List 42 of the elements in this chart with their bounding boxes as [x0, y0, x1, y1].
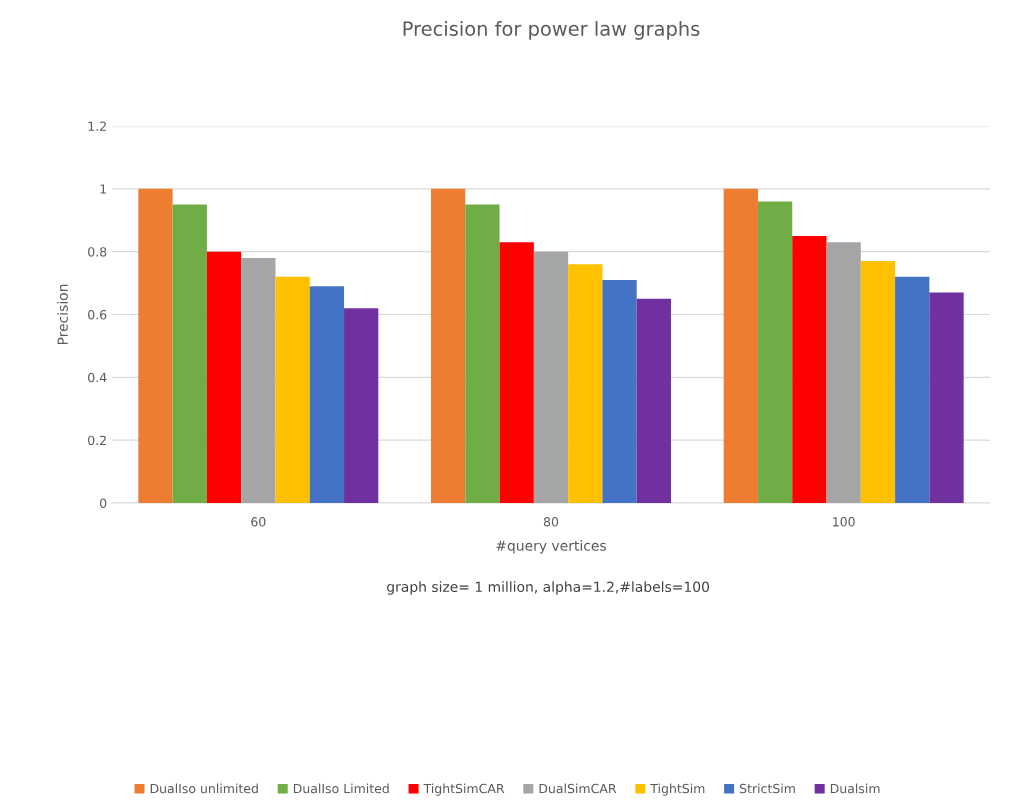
x-tick-label: 100	[833, 517, 855, 527]
bar	[792, 235, 827, 503]
y-axis-title: Precision	[57, 284, 68, 345]
legend-label: StrictSim	[739, 783, 795, 794]
y-tick-label: 0.8	[88, 247, 107, 257]
x-tick-label: 80	[543, 517, 559, 527]
bar	[895, 276, 930, 503]
bar	[723, 188, 758, 503]
bar	[206, 251, 242, 503]
bar	[929, 292, 964, 503]
bar	[275, 276, 310, 503]
y-tick-label: 0.2	[88, 435, 106, 446]
bar	[826, 242, 861, 503]
legend-label: DualIso unlimited	[150, 783, 258, 794]
chart-title: Precision for power law graphs	[403, 20, 700, 40]
bar	[309, 286, 345, 503]
bar	[172, 204, 207, 503]
bar	[860, 261, 896, 503]
y-tick-label: 1.2	[88, 121, 106, 131]
bar	[241, 257, 276, 503]
bar	[533, 251, 569, 503]
bar	[757, 201, 793, 503]
legend-label: DualIso Limited	[293, 783, 389, 794]
y-tick-label: 0	[100, 498, 107, 508]
bar	[465, 204, 500, 503]
bar	[138, 188, 173, 503]
text: graph size= 1 million, alpha=1.2,#labels=100	[387, 581, 709, 595]
legend-label: DualSimCAR	[539, 783, 617, 794]
bar	[499, 242, 534, 503]
legend-label: Dualsim	[830, 783, 880, 794]
bar	[344, 308, 379, 503]
x-axis-title: #query vertices	[496, 540, 606, 554]
bar	[602, 279, 637, 503]
bar	[636, 298, 671, 503]
legend-label: TightSim	[650, 783, 705, 796]
legend-label: TightSimCAR	[423, 783, 505, 796]
y-tick-label: 0.4	[88, 372, 107, 383]
y-tick-label: 0.6	[88, 309, 107, 320]
bar	[568, 264, 603, 503]
y-tick-label: 1	[100, 184, 106, 194]
x-tick-label: 60	[251, 517, 266, 527]
bar	[431, 188, 466, 503]
